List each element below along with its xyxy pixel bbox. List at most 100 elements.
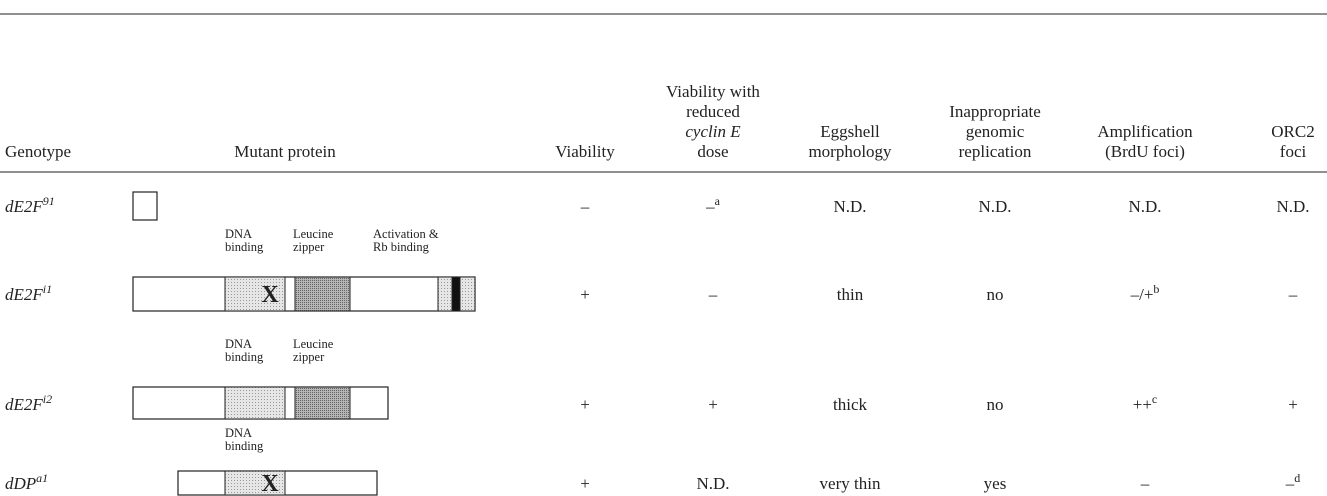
genotype: dDPa1: [5, 471, 48, 493]
cell: no: [987, 285, 1004, 304]
cell: –: [1288, 285, 1298, 304]
header-text: Inappropriate: [949, 102, 1041, 121]
protein-domain: [452, 277, 460, 311]
cell: N.D.: [696, 474, 729, 493]
header-text: Viability with: [666, 82, 760, 101]
genotype-sup: i1: [43, 282, 52, 296]
cell: yes: [984, 474, 1007, 493]
genotype: dE2Fi2: [5, 392, 52, 414]
header-text: foci: [1280, 142, 1307, 161]
domain-label: zipper: [293, 240, 325, 254]
cell: –/+b: [1130, 282, 1160, 304]
header-text: genomic: [966, 122, 1025, 141]
cell-text: +: [580, 395, 590, 414]
domain-label: Activation &: [373, 227, 439, 241]
header-text: dose: [697, 142, 728, 161]
domain-label: DNA: [225, 227, 252, 241]
genotype: dE2Fi1: [5, 282, 52, 304]
cell: thin: [837, 285, 864, 304]
cell: –a: [705, 194, 721, 216]
cell: –: [580, 197, 590, 216]
cell: +: [580, 285, 590, 304]
page: {"header":{"columns":[ ["Genotype"], ["M…: [0, 0, 1327, 496]
cell-text: N.D.: [1128, 197, 1161, 216]
domain-label: Leucine: [293, 227, 334, 241]
cell: ++c: [1133, 392, 1158, 414]
protein-domain: [438, 277, 452, 311]
cell: –: [708, 285, 718, 304]
cell-sup: d: [1294, 471, 1300, 485]
cell-text: ++: [1133, 395, 1152, 414]
protein-domain: [460, 277, 475, 311]
domain-label: binding: [225, 350, 264, 364]
domain-label: zipper: [293, 350, 325, 364]
cell-text: N.D.: [833, 197, 866, 216]
mutation-mark: X: [261, 471, 279, 496]
cell: +: [708, 395, 718, 414]
genotype-sup: a1: [36, 471, 48, 485]
cell-text: no: [987, 395, 1004, 414]
genotype-base: dE2F: [5, 285, 43, 304]
protein-domain: [295, 387, 350, 419]
domain-label: binding: [225, 240, 264, 254]
cell-text: –: [1140, 474, 1150, 493]
cell: thick: [833, 395, 867, 414]
mutation-mark: X: [261, 282, 279, 308]
cell-text: thick: [833, 395, 867, 414]
cell-text: no: [987, 285, 1004, 304]
genotype: dE2F91: [5, 194, 55, 216]
table: Genotype Mutant protein Viability Viability…: [0, 0, 1327, 496]
domain-label: Rb binding: [373, 240, 430, 254]
header-text: ORC2: [1271, 122, 1314, 141]
cell: –d: [1285, 471, 1301, 493]
domain-label: DNA: [225, 337, 252, 351]
cell: N.D.: [833, 197, 866, 216]
header-text: morphology: [808, 142, 892, 161]
cell-text: thin: [837, 285, 864, 304]
cell-text: +: [580, 474, 590, 493]
cell-text: yes: [984, 474, 1007, 493]
cell: N.D.: [978, 197, 1011, 216]
cell-text: +: [1288, 395, 1298, 414]
domain-label: DNA: [225, 426, 252, 440]
cell-sup: b: [1153, 282, 1159, 296]
cell-text: N.D.: [696, 474, 729, 493]
cell-text: very thin: [820, 474, 881, 493]
protein-domain: [225, 387, 285, 419]
genotype-base: dDP: [5, 474, 36, 493]
cell-sup: c: [1152, 392, 1157, 406]
cell: +: [580, 474, 590, 493]
cell-text: +: [708, 395, 718, 414]
cell-text: –: [705, 197, 715, 216]
cell-text: –: [1288, 285, 1298, 304]
cell-text: +: [580, 285, 590, 304]
genotype-sup: 91: [43, 194, 55, 208]
header-text: Mutant protein: [234, 142, 336, 161]
cell-text: –: [708, 285, 718, 304]
protein-bar: [133, 192, 157, 220]
cell-sup: a: [715, 194, 721, 208]
protein-domain: [295, 277, 350, 311]
header-text: cyclin E: [685, 122, 741, 141]
cell: N.D.: [1276, 197, 1309, 216]
domain-label: Leucine: [293, 337, 334, 351]
cell: N.D.: [1128, 197, 1161, 216]
header-text: Viability: [555, 142, 615, 161]
domain-label: binding: [225, 439, 264, 453]
cell-text: N.D.: [978, 197, 1011, 216]
cell-text: –: [580, 197, 590, 216]
header-text: replication: [959, 142, 1032, 161]
header-text: Eggshell: [820, 122, 880, 141]
genotype-base: dE2F: [5, 197, 43, 216]
header-text: (BrdU foci): [1105, 142, 1185, 161]
cell-text: –: [1285, 474, 1295, 493]
cell: +: [1288, 395, 1298, 414]
cell: very thin: [820, 474, 881, 493]
genotype-base: dE2F: [5, 395, 43, 414]
cell: no: [987, 395, 1004, 414]
cell: +: [580, 395, 590, 414]
cell: –: [1140, 474, 1150, 493]
genotype-sup: i2: [43, 392, 52, 406]
header-text: Genotype: [5, 142, 71, 161]
header-text: Amplification: [1097, 122, 1193, 141]
